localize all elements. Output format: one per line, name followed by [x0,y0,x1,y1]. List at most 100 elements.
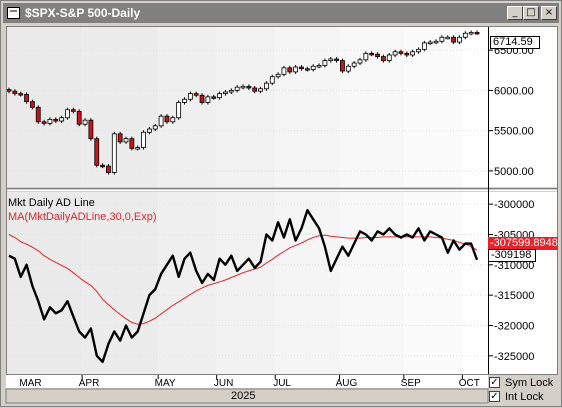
candle [304,68,310,71]
price-tick-label: 6000.00 [494,85,534,97]
x-tick-label: AUG [336,378,358,389]
candle [275,73,281,78]
candle [65,109,70,119]
candle [398,51,404,54]
candle [158,115,164,127]
candle [427,41,433,44]
candle [340,60,345,72]
candle [76,110,82,125]
x-axis [6,374,488,388]
candles [6,30,480,175]
candle [205,96,211,103]
candle [18,93,24,96]
candle [47,118,53,124]
candle [386,54,392,62]
candle [217,93,223,99]
candle [293,66,299,73]
candle [363,52,369,61]
candle [299,66,304,70]
ma-value-label: -307599.8948 [488,237,558,250]
candle [345,65,351,72]
indicator-title: Mkt Daily AD Line [8,197,95,209]
x-tick-label: SEP [401,378,421,389]
candle [170,117,176,123]
price-axis [488,26,558,187]
candle [310,65,316,70]
candle [106,165,111,173]
candle [141,131,146,148]
window-title: $SPX-S&P 500-Daily [25,6,141,20]
ad-tick-label: -310000 [494,260,534,272]
indicator-axis [488,192,558,374]
x-tick-label: APR [79,378,100,389]
candle [164,115,170,123]
sym-lock-checkbox[interactable]: ✓ [489,377,500,388]
candle [263,82,269,90]
candle [416,48,421,53]
candle [117,133,123,143]
sym-lock-label[interactable]: Sym Lock [505,377,554,389]
candle [211,96,217,99]
x-tick-label: JUN [214,378,233,389]
candle [439,36,445,42]
int-lock-label[interactable]: Int Lock [505,391,544,403]
candle [59,117,65,122]
price-tick-label: 5500.00 [494,126,534,138]
candle [88,119,94,140]
title-bar[interactable]: $SPX-S&P 500-Daily _ □ × [3,3,559,23]
candle [445,36,451,40]
candle [228,90,234,93]
candle [182,98,187,103]
candle [474,32,480,35]
candle [152,125,158,130]
ad-tick-label: -315000 [494,290,534,302]
candle [380,56,386,62]
candle [392,51,398,56]
window-icon[interactable] [7,7,20,19]
ad-line [8,209,479,364]
candle [193,93,199,96]
close-button[interactable]: × [541,6,557,20]
chart-border [6,26,558,375]
candle [199,94,205,103]
candle [82,119,88,125]
candle [269,76,275,84]
minimize-button[interactable]: _ [507,6,523,20]
last-price-label: 6714.59 [490,36,540,49]
candle [316,65,322,68]
candle [457,36,462,43]
candle [258,88,263,92]
candle [375,53,380,57]
ad-tick-label: -300000 [494,199,534,211]
ad-tick-label: -320000 [494,320,534,332]
int-lock-checkbox[interactable]: ✓ [489,391,500,402]
candle [252,87,258,92]
candle [410,51,416,56]
maximize-button[interactable]: □ [523,6,539,20]
year-strip [5,388,489,404]
candle [404,52,410,56]
candle [70,109,76,112]
candle [234,86,240,91]
candle [100,164,105,168]
candle [94,138,100,166]
candle [357,59,363,64]
candle [123,138,129,143]
x-tick-label: MAY [155,378,176,389]
candle [129,138,135,149]
candle [433,40,439,44]
candle [369,52,375,56]
ad-value-label: -309198 [488,249,536,262]
candle [240,85,246,89]
candle [53,118,59,122]
candle [246,85,252,89]
candle [6,89,12,92]
x-tick-label: OCT [459,378,480,389]
candle [111,133,117,173]
candle [421,42,427,50]
candle [176,102,182,119]
candle [451,36,457,43]
candle [281,67,287,75]
